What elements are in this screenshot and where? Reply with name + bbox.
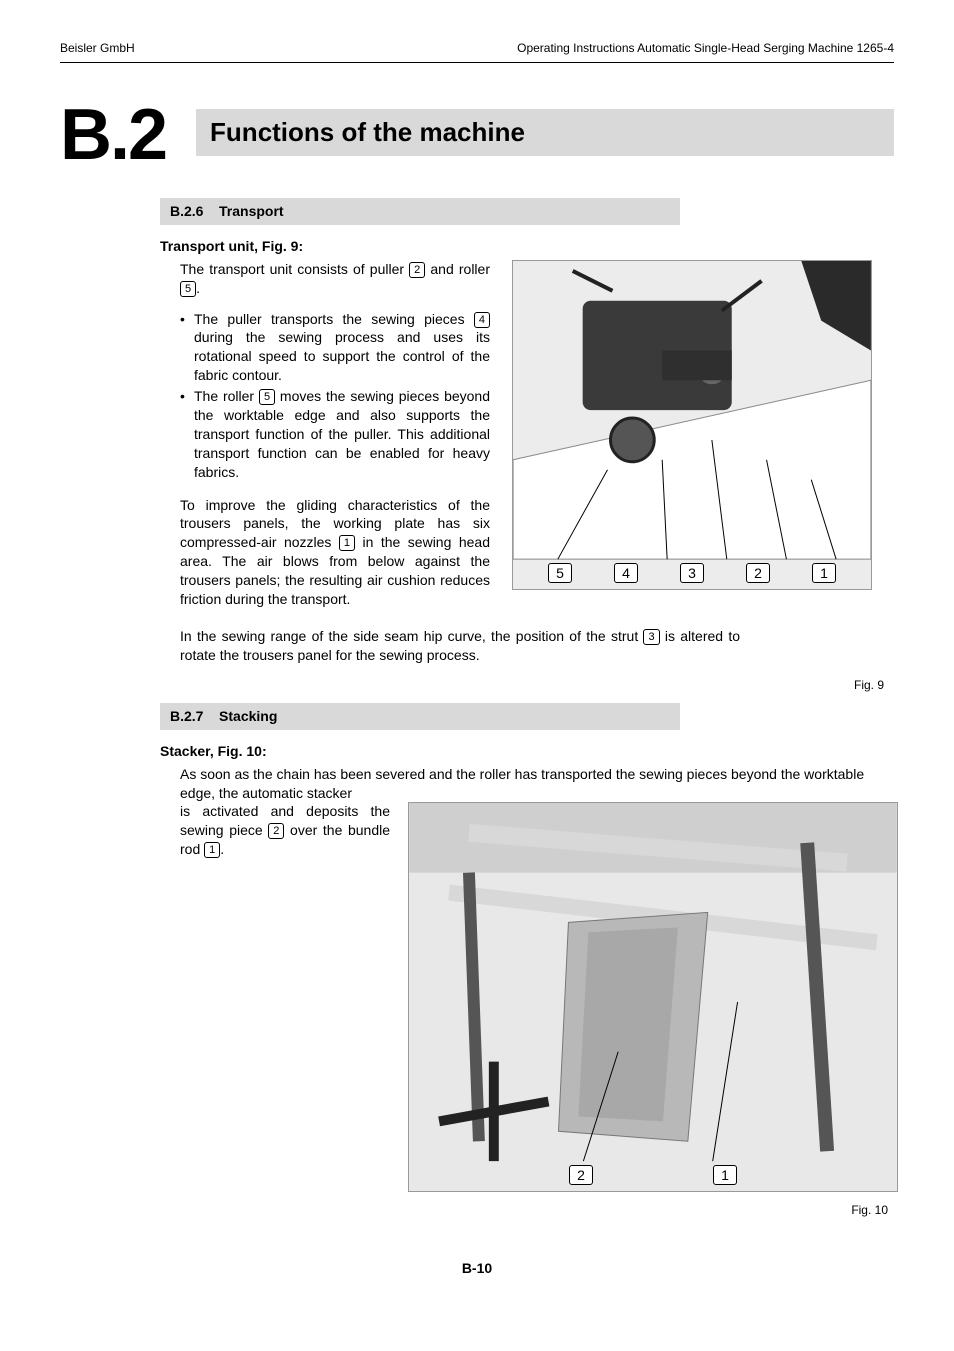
- ref-box: 5: [259, 389, 275, 405]
- figure-9-illustration: [513, 261, 871, 589]
- transport-para2: To improve the gliding characteristics o…: [180, 496, 490, 609]
- callout: 5: [548, 563, 572, 583]
- header-left: Beisler GmbH: [60, 40, 135, 56]
- section-num: B.2.7: [170, 708, 203, 724]
- callout: 1: [812, 563, 836, 583]
- chapter-title-wrap: Functions of the machine: [196, 103, 894, 156]
- stacking-intro: As soon as the chain has been severed an…: [180, 765, 894, 803]
- section-heading-stacking: B.2.7 Stacking: [160, 703, 680, 730]
- chapter-number: B.2: [60, 103, 166, 168]
- figure-9-callouts: 5 4 3 2 1: [513, 563, 871, 583]
- transport-bullets: The puller transports the sewing pieces …: [180, 310, 490, 482]
- stacking-cont: is activated and deposits the sewing pie…: [180, 802, 390, 1218]
- figure-9: 5 4 3 2 1: [512, 260, 872, 590]
- stacking-subtitle: Stacker, Fig. 10:: [160, 742, 894, 761]
- section-title: Stacking: [219, 708, 277, 724]
- callout: 4: [614, 563, 638, 583]
- stacking-two-col: is activated and deposits the sewing pie…: [160, 802, 894, 1218]
- chapter-title: Functions of the machine: [196, 109, 894, 156]
- page-number: B-10: [60, 1259, 894, 1278]
- ref-box: 1: [339, 535, 355, 551]
- transport-para3: In the sewing range of the side seam hip…: [180, 627, 740, 665]
- ref-box: 3: [643, 629, 659, 645]
- ref-box: 2: [409, 262, 425, 278]
- page-header: Beisler GmbH Operating Instructions Auto…: [60, 40, 894, 63]
- callout: 1: [713, 1165, 737, 1185]
- callout: 2: [569, 1165, 593, 1185]
- bullet-item: The puller transports the sewing pieces …: [180, 310, 490, 386]
- transport-intro: The transport unit consists of puller 2 …: [180, 260, 490, 298]
- chapter-banner: B.2 Functions of the machine: [60, 103, 894, 168]
- transport-two-col: The transport unit consists of puller 2 …: [160, 260, 894, 621]
- transport-text-col: The transport unit consists of puller 2 …: [160, 260, 490, 621]
- section-stacking-content: Stacker, Fig. 10: As soon as the chain h…: [160, 742, 894, 1219]
- header-right: Operating Instructions Automatic Single-…: [517, 40, 894, 56]
- bullet-item: The roller 5 moves the sewing pieces bey…: [180, 387, 490, 481]
- section-title: Transport: [219, 203, 284, 219]
- stacking-figure-col: 2 1 Fig. 10: [408, 802, 898, 1218]
- callout: 2: [746, 563, 770, 583]
- ref-box: 4: [474, 312, 490, 328]
- ref-box: 2: [268, 823, 284, 839]
- figure-9-caption: Fig. 9: [160, 677, 884, 693]
- callout: 3: [680, 563, 704, 583]
- ref-box: 1: [204, 842, 220, 858]
- section-num: B.2.6: [170, 203, 203, 219]
- transport-subtitle: Transport unit, Fig. 9:: [160, 237, 894, 256]
- figure-10-illustration: [409, 803, 897, 1191]
- transport-figure-col: 5 4 3 2 1: [512, 260, 894, 621]
- section-heading-transport: B.2.6 Transport: [160, 198, 680, 225]
- ref-box: 5: [180, 281, 196, 297]
- figure-10-caption: Fig. 10: [408, 1202, 888, 1218]
- figure-10: 2 1: [408, 802, 898, 1192]
- section-transport-content: Transport unit, Fig. 9: The transport un…: [160, 237, 894, 693]
- figure-10-callouts: 2 1: [409, 1165, 897, 1185]
